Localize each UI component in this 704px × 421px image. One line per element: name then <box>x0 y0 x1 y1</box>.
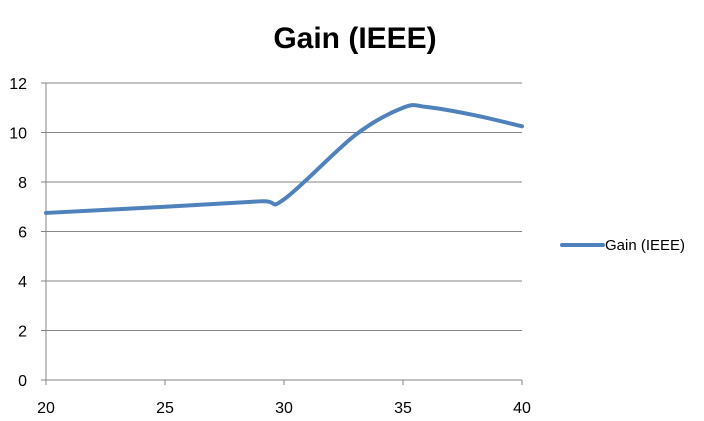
data-point-0-6 <box>425 105 429 109</box>
x-axis-ticks: 20 25 30 35 40 <box>37 380 531 417</box>
x-tick-label-20: 20 <box>37 400 55 417</box>
y-tick-label-0: 0 <box>18 373 27 390</box>
x-tick-label-25: 25 <box>156 400 174 417</box>
y-tick-label-12: 12 <box>9 76 27 93</box>
y-axis-ticks: 0 2 4 6 8 10 12 <box>9 76 46 390</box>
series-layer <box>44 103 524 215</box>
data-point-0-0 <box>44 211 48 215</box>
series-line-0 <box>44 103 524 215</box>
data-point-0-3 <box>282 197 286 201</box>
data-point-0-8 <box>520 124 524 128</box>
legend: Gain (IEEE) <box>560 237 685 254</box>
legend-label-gain-ieee: Gain (IEEE) <box>605 237 685 254</box>
x-tick-label-35: 35 <box>394 400 412 417</box>
y-tick-label-6: 6 <box>18 225 27 242</box>
y-tick-label-2: 2 <box>18 324 27 341</box>
x-tick-label-30: 30 <box>275 400 293 417</box>
data-point-0-5 <box>401 106 405 110</box>
y-tick-label-4: 4 <box>18 274 27 291</box>
gridlines <box>46 82 522 331</box>
x-tick-label-40: 40 <box>513 400 531 417</box>
chart-title: Gain (IEEE) <box>273 22 436 55</box>
data-point-0-1 <box>163 205 167 209</box>
data-point-0-7 <box>472 113 476 117</box>
y-tick-label-10: 10 <box>9 126 27 143</box>
y-tick-label-8: 8 <box>18 175 27 192</box>
data-point-0-4 <box>353 133 357 137</box>
data-point-0-2 <box>258 199 262 203</box>
